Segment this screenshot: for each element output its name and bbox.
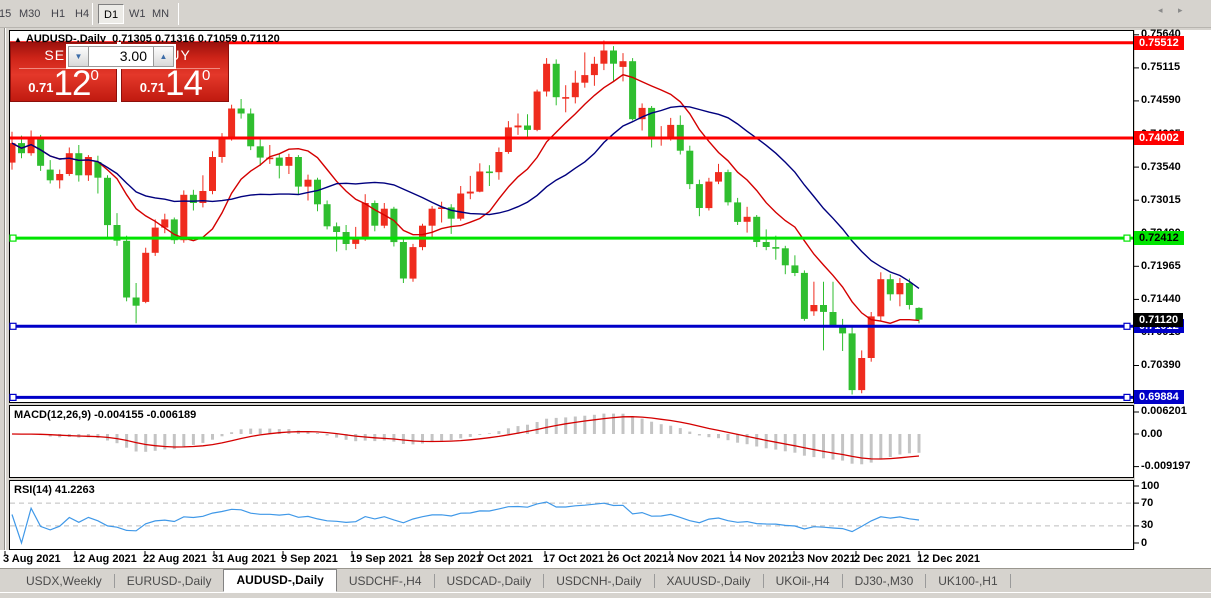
tab-separator	[433, 574, 435, 588]
chart-tab-usdchf-h4[interactable]: USDCHF-,H4	[348, 574, 422, 588]
sell-price[interactable]: 0.71 12 0	[11, 64, 116, 103]
rsi-axis-tick: 0	[1141, 536, 1148, 549]
macd-axis-tick: -0.009197	[1141, 460, 1191, 473]
chart-tab-xauusd-daily[interactable]: XAUUSD-,Daily	[666, 574, 751, 588]
chevron-down-icon: ▼	[74, 52, 83, 61]
date-axis-label: 7 Oct 2021	[478, 553, 534, 565]
rsi-indicator-label: RSI(14) 41.2263	[14, 484, 95, 496]
buy-price-big-digits: 14	[165, 64, 203, 103]
volume-increase-button[interactable]: ▲	[153, 46, 174, 67]
buy-price-pipette: 0	[201, 67, 211, 84]
price-axis-tick: 0.70390	[1141, 359, 1181, 372]
price-axis-tick: 0.74590	[1141, 94, 1181, 107]
buy-price[interactable]: 0.71 14 0	[122, 64, 228, 103]
timeframe-button-m30[interactable]: M30	[19, 8, 41, 20]
timeframe-button-15[interactable]: 15	[0, 8, 12, 20]
hline-price-label[interactable]: 0.69884	[1134, 390, 1184, 405]
rsi-axis-tick: 70	[1141, 496, 1154, 509]
sell-underline	[19, 68, 108, 69]
tabs-scroll-right-icon[interactable]: ▸	[1178, 5, 1183, 15]
chart-tab-eurusd-daily[interactable]: EURUSD-,Daily	[126, 574, 212, 588]
date-axis-label: 2 Dec 2021	[854, 553, 911, 565]
date-axis-label: 9 Sep 2021	[281, 553, 338, 565]
buy-price-prefix: 0.71	[139, 80, 166, 95]
hline-price-label[interactable]: 0.72412	[1134, 231, 1184, 246]
left-gutter	[0, 28, 9, 568]
volume-input[interactable]: 3.00	[89, 46, 153, 67]
date-axis-label: 28 Sep 2021	[419, 553, 482, 565]
tab-separator	[653, 574, 655, 588]
date-axis-label: 14 Nov 2021	[729, 553, 793, 565]
hline-price-label[interactable]: 0.75512	[1134, 35, 1184, 50]
date-axis-label: 26 Oct 2021	[607, 553, 669, 565]
timeframe-toolbar: 15 M30 H1 H4 D1 W1 MN	[0, 0, 1211, 28]
chart-tab-audusd-daily[interactable]: AUDUSD-,Daily	[223, 569, 337, 592]
one-click-trading-panel: SELL 0.71 12 0 BUY 0.71 14 0 ▼	[10, 42, 229, 102]
toolbar-separator	[92, 3, 93, 25]
date-axis-label: 3 Aug 2021	[3, 553, 61, 565]
date-axis-label: 17 Oct 2021	[543, 553, 605, 565]
price-axis-tick: 0.71440	[1141, 292, 1181, 305]
chart-tab-usdcad-daily[interactable]: USDCAD-,Daily	[446, 574, 532, 588]
timeframe-button-mn[interactable]: MN	[152, 8, 170, 20]
rsi-panel[interactable]	[9, 480, 1134, 550]
price-axis-tick: 0.75115	[1141, 61, 1181, 74]
volume-spinner: ▼ 3.00 ▲	[66, 44, 176, 69]
volume-decrease-button[interactable]: ▼	[68, 46, 89, 67]
price-axis-tick: 0.71965	[1141, 259, 1181, 272]
price-axis-tick: 0.73015	[1141, 193, 1181, 206]
date-axis-label: 12 Aug 2021	[73, 553, 137, 565]
date-axis-label: 4 Nov 2021	[668, 553, 726, 565]
price-axis-tick: 0.73540	[1141, 160, 1181, 173]
collapse-triangle-icon[interactable]: ▲	[14, 35, 22, 44]
sell-price-pipette: 0	[90, 67, 99, 84]
macd-axis-tick: 0.006201	[1141, 405, 1187, 418]
sell-price-prefix: 0.71	[28, 80, 54, 95]
macd-axis-tick: 0.00	[1141, 427, 1163, 440]
date-axis-label: 31 Aug 2021	[212, 553, 276, 565]
hline-price-label[interactable]: 0.74002	[1134, 130, 1184, 145]
date-axis-strip[interactable]	[0, 550, 1211, 568]
chart-tab-bar: USDX,Weekly EURUSD-,Daily AUDUSD-,Daily USD…	[0, 568, 1211, 592]
gutter-groove	[4, 28, 6, 568]
price-axis-column[interactable]	[1135, 30, 1211, 550]
chart-tab-usdcnh-daily[interactable]: USDCNH-,Daily	[556, 574, 642, 588]
rsi-axis-tick: 100	[1141, 479, 1160, 492]
tab-separator	[841, 574, 843, 588]
date-axis-label: 22 Aug 2021	[143, 553, 207, 565]
toolbar-separator	[178, 3, 179, 25]
date-axis-label: 19 Sep 2021	[350, 553, 413, 565]
macd-indicator-label: MACD(12,26,9) -0.004155 -0.006189	[14, 409, 197, 421]
timeframe-button-d1[interactable]: D1	[98, 4, 125, 24]
timeframe-button-w1[interactable]: W1	[129, 8, 146, 20]
tab-separator	[543, 574, 545, 588]
current-price-label: 0.71120	[1134, 312, 1184, 327]
chevron-up-icon: ▲	[159, 52, 168, 61]
chart-tab-usdx-weekly[interactable]: USDX,Weekly	[26, 574, 102, 588]
tab-separator	[762, 574, 764, 588]
chart-tab-dj30-m30[interactable]: DJ30-,M30	[854, 574, 914, 588]
tab-separator	[113, 574, 115, 588]
sell-price-big-digits: 12	[53, 64, 92, 103]
tab-separator	[1009, 574, 1011, 588]
rsi-axis-tick: 30	[1141, 519, 1154, 532]
timeframe-button-h1[interactable]: H1	[51, 8, 66, 20]
chart-tab-uk100-h1[interactable]: UK100-,H1	[938, 574, 998, 588]
timeframe-button-h4[interactable]: H4	[75, 8, 90, 20]
status-strip	[0, 592, 1211, 598]
date-axis-label: 23 Nov 2021	[792, 553, 856, 565]
tab-separator	[925, 574, 927, 588]
chart-tab-ukoil-h4[interactable]: UKOil-,H4	[775, 574, 830, 588]
tabs-scroll-left-icon[interactable]: ◂	[1158, 5, 1163, 15]
date-axis-label: 12 Dec 2021	[917, 553, 980, 565]
